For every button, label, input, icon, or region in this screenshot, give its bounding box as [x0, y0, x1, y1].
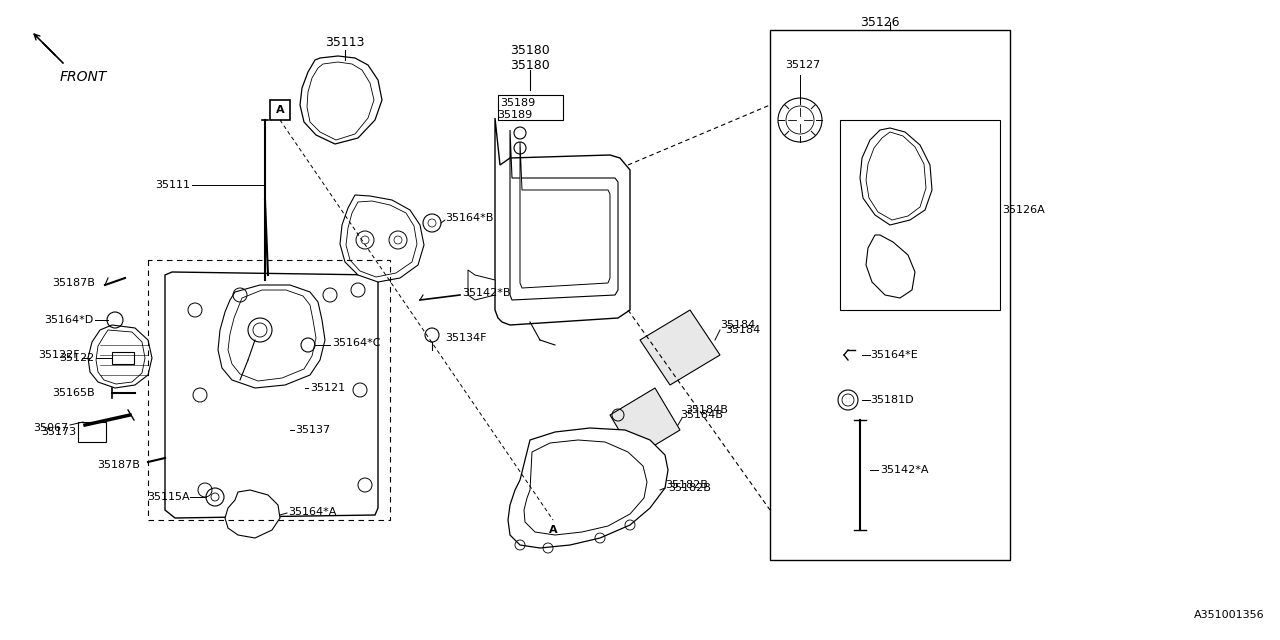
Text: 35137: 35137	[294, 425, 330, 435]
Text: A351001356: A351001356	[1194, 610, 1265, 620]
Text: 35189: 35189	[497, 110, 532, 120]
Text: 35180: 35180	[511, 58, 550, 72]
Bar	[270, 100, 291, 120]
Text: 35111: 35111	[155, 180, 189, 190]
Bar	[771, 30, 1010, 560]
Text: A: A	[275, 105, 284, 115]
Text: 35184: 35184	[721, 320, 755, 330]
Text: 35187B: 35187B	[52, 278, 95, 288]
Bar	[113, 352, 134, 364]
Text: 35184B: 35184B	[685, 405, 728, 415]
Text: 35164*C: 35164*C	[332, 338, 380, 348]
Text: 35113: 35113	[325, 35, 365, 49]
Text: 35115A: 35115A	[147, 492, 189, 502]
Text: 35122F: 35122F	[38, 350, 81, 360]
Text: 35164*E: 35164*E	[870, 350, 918, 360]
Polygon shape	[307, 62, 374, 140]
Text: 35134F: 35134F	[445, 333, 486, 343]
Text: 35164*D: 35164*D	[44, 315, 93, 325]
Bar	[543, 520, 563, 540]
Text: A: A	[549, 525, 557, 535]
Polygon shape	[346, 201, 417, 277]
Text: 35184: 35184	[724, 325, 760, 335]
Polygon shape	[611, 388, 680, 457]
Bar	[78, 422, 106, 442]
Text: FRONT: FRONT	[60, 70, 108, 84]
Polygon shape	[867, 235, 915, 298]
Polygon shape	[340, 195, 424, 282]
Text: 35165B: 35165B	[52, 388, 95, 398]
Polygon shape	[867, 132, 925, 220]
Polygon shape	[88, 325, 152, 388]
Polygon shape	[165, 272, 378, 518]
Polygon shape	[509, 130, 618, 300]
Text: 35122: 35122	[59, 353, 93, 363]
Text: 35180: 35180	[511, 44, 550, 56]
Polygon shape	[860, 128, 932, 225]
Text: 35189: 35189	[500, 98, 535, 108]
Text: 35181D: 35181D	[870, 395, 914, 405]
Polygon shape	[225, 490, 280, 538]
Text: 35142*B: 35142*B	[462, 288, 511, 298]
Text: 35164*B: 35164*B	[445, 213, 493, 223]
Bar	[840, 120, 1000, 310]
Bar	[498, 95, 563, 120]
Text: 35173: 35173	[41, 427, 76, 437]
Polygon shape	[228, 290, 316, 381]
Text: 35142*A: 35142*A	[881, 465, 928, 475]
Polygon shape	[524, 440, 646, 535]
Polygon shape	[520, 142, 611, 288]
Polygon shape	[495, 118, 630, 325]
Text: 35127: 35127	[785, 60, 820, 70]
Polygon shape	[96, 330, 145, 384]
Text: 35164*A: 35164*A	[288, 507, 337, 517]
Text: 35187B: 35187B	[97, 460, 140, 470]
Polygon shape	[218, 285, 325, 388]
Polygon shape	[300, 56, 381, 144]
Polygon shape	[468, 270, 495, 300]
Text: 35121: 35121	[310, 383, 346, 393]
Text: 35126: 35126	[860, 15, 900, 29]
Polygon shape	[640, 310, 721, 385]
Text: 35182B: 35182B	[668, 483, 710, 493]
Text: 35182B: 35182B	[666, 480, 708, 490]
Text: 35126A: 35126A	[1002, 205, 1044, 215]
Text: 35067: 35067	[33, 423, 68, 433]
Text: 35184B: 35184B	[680, 410, 723, 420]
Polygon shape	[508, 428, 668, 548]
